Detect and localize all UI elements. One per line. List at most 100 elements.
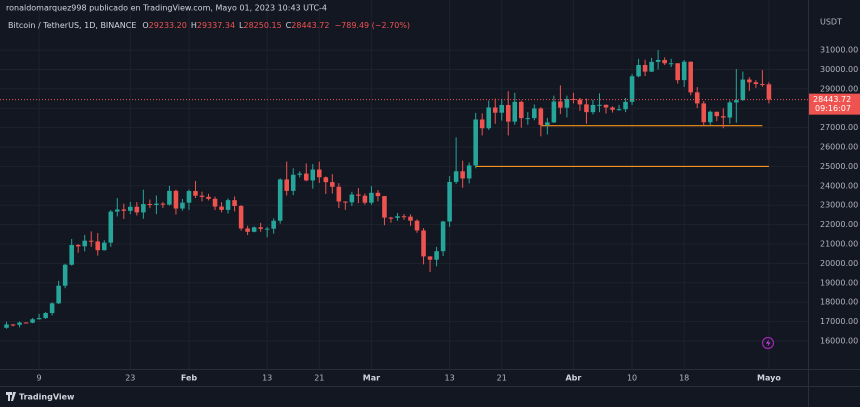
- footer-logo: TradingView: [6, 392, 75, 402]
- candle-body: [747, 79, 752, 83]
- candle-body: [740, 79, 746, 101]
- alert-icon[interactable]: [761, 336, 775, 350]
- candle-body: [388, 217, 394, 219]
- candle-body: [499, 104, 505, 113]
- candle-body: [49, 303, 55, 314]
- legend: Bitcoin / TetherUS, 1D, BINANCE O29233.20…: [8, 21, 410, 30]
- candle-body: [75, 244, 81, 247]
- candle-body: [115, 209, 120, 212]
- alert-circle[interactable]: [761, 336, 775, 350]
- legend-key: O: [142, 21, 148, 30]
- candle-body: [597, 104, 602, 106]
- candle-body: [219, 206, 224, 210]
- legend-value: 28443.72: [291, 21, 329, 30]
- candle-body: [479, 119, 485, 129]
- candle-body: [141, 204, 146, 213]
- candle-body: [453, 171, 459, 182]
- x-tick-label: Mayo: [757, 374, 781, 383]
- candle-body: [408, 216, 413, 221]
- candle-body: [558, 101, 563, 108]
- candle-body: [655, 59, 661, 62]
- candles: [4, 50, 772, 329]
- candle-body: [486, 107, 491, 129]
- candle-body: [251, 227, 257, 232]
- candle-body: [421, 230, 426, 257]
- candle-body: [642, 65, 648, 72]
- candle-body: [760, 84, 765, 86]
- candle-body: [616, 109, 622, 111]
- y-tick-label: 18000.00: [820, 298, 858, 307]
- candle-body: [414, 220, 420, 231]
- candle-body: [447, 181, 452, 222]
- candle-body: [258, 227, 263, 229]
- candle-body: [681, 61, 687, 81]
- candle-body: [134, 206, 140, 213]
- candle-body: [440, 221, 446, 252]
- candle-body: [434, 251, 439, 260]
- candle-body: [238, 205, 244, 229]
- candle-body: [362, 195, 368, 203]
- brand: TradingView: [19, 393, 75, 402]
- candle-body: [369, 192, 374, 203]
- levels: [475, 125, 769, 168]
- candle-body: [95, 241, 101, 251]
- y-tick-label: 16000.00: [820, 336, 858, 345]
- legend-value: 29233.20: [149, 21, 187, 30]
- legend-key: L: [239, 21, 244, 30]
- candle-body: [271, 220, 276, 229]
- candle-body: [401, 216, 407, 218]
- candle-body: [584, 104, 589, 113]
- candle-body: [284, 179, 289, 191]
- x-tick-label: Abr: [565, 374, 581, 383]
- y-tick-label: 17000.00: [820, 317, 858, 326]
- candle-body: [212, 198, 218, 207]
- candle-body: [395, 216, 400, 218]
- candle-body: [714, 111, 720, 117]
- candle-body: [43, 313, 48, 319]
- legend-value: 28250.15: [244, 21, 282, 30]
- candle-body: [206, 196, 211, 199]
- candle-body: [62, 264, 68, 286]
- candle-body: [186, 191, 192, 203]
- candle-body: [317, 169, 322, 178]
- y-tick-label: 20000.00: [820, 259, 858, 268]
- x-tick-label: 23: [125, 374, 135, 383]
- candle-body: [193, 191, 198, 196]
- candle-body: [23, 322, 29, 324]
- candle-body: [69, 244, 74, 265]
- x-tick-label: Feb: [181, 374, 198, 383]
- y-tick-label: 29000.00: [820, 84, 858, 93]
- candle-body: [297, 173, 303, 175]
- candle-body: [349, 194, 355, 203]
- x-tick-label: Mar: [363, 374, 380, 383]
- y-tick-label: 19000.00: [820, 278, 858, 287]
- candle-body: [512, 101, 518, 122]
- y-tick-label: 30000.00: [820, 65, 858, 74]
- candle-body: [180, 202, 185, 209]
- candle-body: [629, 76, 635, 102]
- candle-body: [128, 206, 133, 211]
- legend-key: C: [286, 21, 292, 30]
- candle-body: [636, 65, 641, 77]
- candle-body: [734, 100, 739, 103]
- alert-bolt[interactable]: [766, 339, 771, 347]
- candle-body: [538, 108, 544, 125]
- candle-body: [675, 63, 680, 81]
- candle-body: [505, 104, 511, 122]
- candle-body: [323, 177, 329, 183]
- x-tick-label: 10: [627, 374, 637, 383]
- candle-body: [545, 122, 550, 125]
- candle-body: [167, 190, 172, 205]
- candle-body: [147, 204, 153, 206]
- last-price-box: [809, 93, 860, 115]
- candle-body: [727, 102, 733, 118]
- candle-body: [721, 116, 726, 118]
- countdown-label: 09:16:07: [815, 104, 851, 113]
- candle-body: [753, 82, 759, 85]
- candle-body: [82, 240, 87, 247]
- x-tick-label: 18: [679, 374, 689, 383]
- publisher-line: ronaldomarquez998 publicado en TradingVi…: [6, 4, 327, 13]
- y-tick-label: 25000.00: [820, 162, 858, 171]
- y-tick-label: 22000.00: [820, 220, 858, 229]
